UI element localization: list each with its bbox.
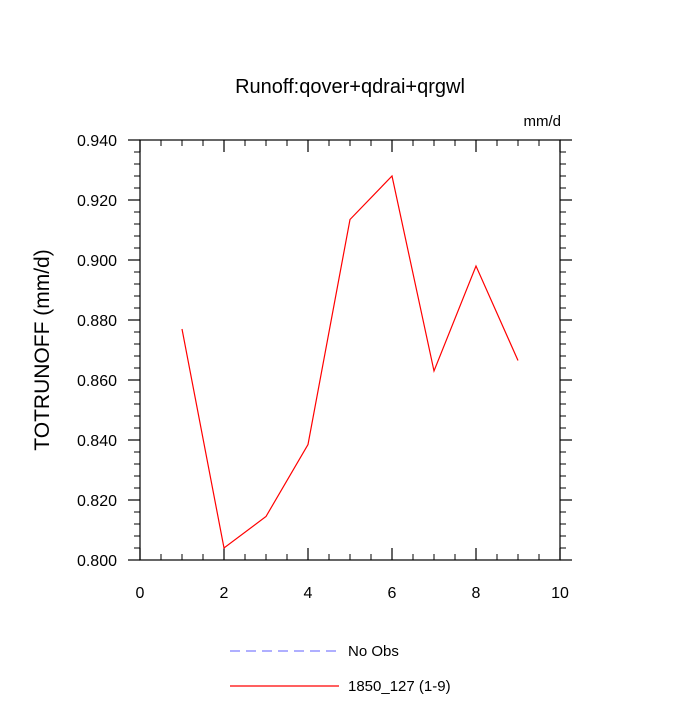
x-tick-label: 0 [136,585,145,602]
ticks-layer [128,139,572,561]
y-tick-label: 0.840 [77,433,117,450]
y-tick-label: 0.800 [77,553,117,570]
x-tick-label: 10 [551,585,569,602]
y-tick-label: 0.920 [77,193,117,210]
plot-frame [139,139,561,561]
y-axis-title: TOTRUNOFF (mm/d) [31,249,54,450]
y-tick-label: 0.900 [77,253,117,270]
legend: No Obs 1850_127 (1-9) [230,643,451,695]
units-label: mm/d [524,113,562,130]
y-tick-label: 0.880 [77,313,117,330]
series-line [181,174,519,550]
x-tick-label: 4 [304,585,313,602]
chart-title: Runoff:qover+qdrai+qrgwl [235,76,465,98]
x-tick-label: 2 [220,585,229,602]
legend-label: No Obs [348,643,399,660]
x-tick-label: 8 [472,585,481,602]
y-tick-label: 0.940 [77,133,117,150]
y-tick-label: 0.860 [77,373,117,390]
y-tick-label: 0.820 [77,493,117,510]
series-layer [181,174,519,550]
legend-label: 1850_127 (1-9) [348,678,451,695]
tick-labels-layer: 0 2 4 6 8 10 0.800 0.820 0.840 0.860 0.880 0.900 0.9… [77,133,569,602]
x-tick-label: 6 [388,585,397,602]
